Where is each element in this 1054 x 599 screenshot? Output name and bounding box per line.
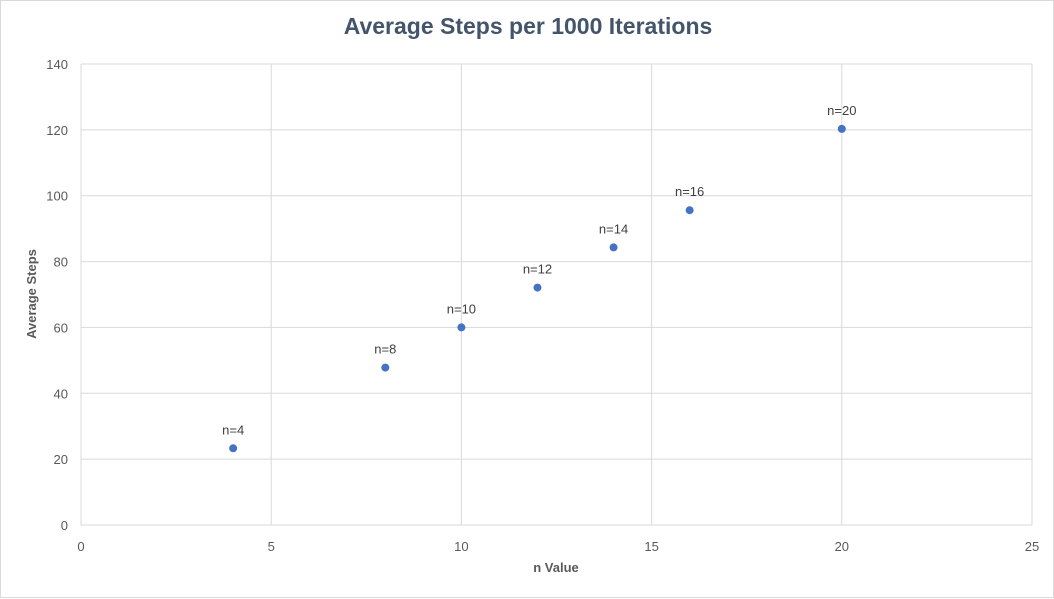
data-point[interactable]	[685, 206, 694, 215]
data-points	[229, 124, 846, 453]
x-axis-title: n Value	[533, 560, 579, 575]
x-tick-label: 10	[454, 539, 468, 554]
data-point[interactable]	[457, 323, 466, 332]
data-label: n=8	[374, 342, 396, 357]
y-tick-label: 60	[54, 320, 68, 335]
x-tick-label: 20	[835, 539, 849, 554]
y-tick-label: 0	[61, 518, 68, 533]
chart-title: Average Steps per 1000 Iterations	[343, 13, 713, 39]
y-tick-label: 40	[54, 386, 68, 401]
data-label: n=4	[222, 422, 244, 437]
gridlines	[80, 63, 1033, 526]
y-tick-label: 140	[46, 57, 68, 72]
data-point[interactable]	[533, 283, 542, 292]
x-tick-label: 0	[77, 539, 84, 554]
y-tick-label: 120	[46, 123, 68, 138]
x-tick-label: 25	[1025, 539, 1039, 554]
y-tick-label: 20	[54, 452, 68, 467]
tick-labels: 0 20 40 60 80 100 120 140 0 5 10 15 20 25	[46, 57, 1039, 554]
data-labels: n=4 n=8 n=10 n=12 n=14 n=16 n=20	[222, 103, 856, 437]
data-label: n=20	[827, 103, 856, 118]
data-label: n=12	[523, 262, 552, 277]
y-tick-label: 100	[46, 189, 68, 204]
y-tick-label: 80	[54, 255, 68, 270]
data-point[interactable]	[837, 124, 846, 133]
data-point[interactable]	[229, 444, 238, 453]
data-point[interactable]	[381, 363, 390, 372]
data-label: n=16	[675, 184, 704, 199]
data-point[interactable]	[609, 243, 618, 252]
x-tick-label: 5	[268, 539, 275, 554]
y-axis-title: Average Steps	[24, 249, 39, 339]
data-label: n=10	[447, 301, 476, 316]
x-tick-label: 15	[644, 539, 658, 554]
data-label: n=14	[599, 221, 628, 236]
